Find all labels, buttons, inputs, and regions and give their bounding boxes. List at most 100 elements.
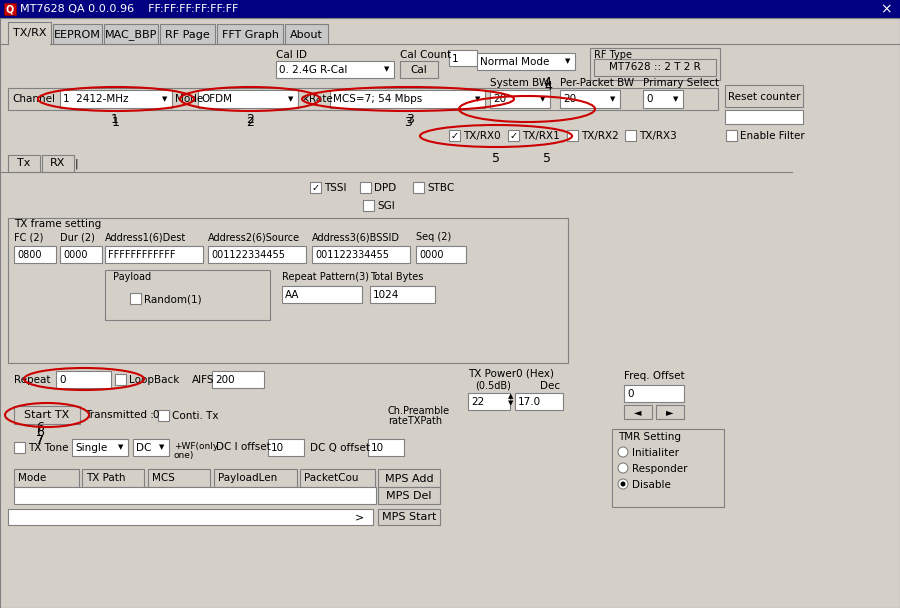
- Text: ▼: ▼: [673, 96, 679, 102]
- Text: Conti. Tx: Conti. Tx: [172, 411, 219, 421]
- Bar: [105, 246, 203, 263]
- Text: 001122334455: 001122334455: [315, 250, 389, 260]
- Text: ✓: ✓: [450, 131, 459, 140]
- Text: Tx: Tx: [17, 159, 31, 168]
- Text: Random(1): Random(1): [144, 294, 202, 304]
- Text: 17.0: 17.0: [518, 397, 541, 407]
- Bar: [643, 90, 683, 108]
- Text: Single: Single: [75, 443, 107, 453]
- Text: Freq. Offset: Freq. Offset: [624, 371, 685, 381]
- Bar: [4, 3, 16, 15]
- Text: DC I offset: DC I offset: [216, 443, 271, 452]
- Text: Address2(6)Source: Address2(6)Source: [208, 232, 300, 242]
- Circle shape: [618, 463, 628, 473]
- Text: 0000: 0000: [63, 250, 87, 260]
- Text: OFDM: OFDM: [201, 94, 232, 105]
- Text: ◄: ◄: [634, 407, 642, 418]
- Text: ▼: ▼: [162, 96, 167, 102]
- Text: RF Type: RF Type: [594, 50, 632, 60]
- Text: 0000: 0000: [419, 250, 444, 260]
- Text: PayloadLen: PayloadLen: [218, 473, 277, 483]
- Text: Repeat Pattern(3): Repeat Pattern(3): [282, 272, 369, 282]
- Text: 4: 4: [544, 80, 552, 93]
- Text: TX Tone: TX Tone: [28, 443, 68, 453]
- Text: TX/RX: TX/RX: [13, 28, 46, 38]
- Text: Payload: Payload: [113, 272, 151, 282]
- Bar: [363, 200, 374, 211]
- Text: >: >: [355, 512, 365, 522]
- Text: Address1(6)Dest: Address1(6)Dest: [105, 232, 186, 242]
- Text: (0.5dB): (0.5dB): [475, 381, 511, 391]
- Bar: [612, 429, 724, 507]
- Bar: [8, 22, 51, 44]
- Text: 0: 0: [59, 375, 66, 385]
- Text: RF Page: RF Page: [166, 30, 210, 40]
- Text: TX/RX1: TX/RX1: [522, 131, 560, 141]
- Text: ✓: ✓: [509, 131, 518, 140]
- Bar: [477, 53, 575, 70]
- Bar: [148, 469, 210, 487]
- Text: ▼: ▼: [508, 400, 514, 406]
- Text: 200: 200: [215, 375, 235, 385]
- Text: TX/RX0: TX/RX0: [463, 131, 500, 141]
- Text: MT7628 QA 0.0.0.96    FF:FF:FF:FF:FF:FF: MT7628 QA 0.0.0.96 FF:FF:FF:FF:FF:FF: [20, 4, 238, 14]
- Text: 10: 10: [271, 443, 284, 453]
- Text: rateTXPath: rateTXPath: [388, 416, 442, 426]
- Bar: [198, 90, 298, 108]
- Text: ▼: ▼: [565, 58, 571, 64]
- Bar: [42, 155, 74, 172]
- Bar: [285, 24, 328, 44]
- Bar: [14, 406, 80, 424]
- Text: 7: 7: [36, 434, 44, 447]
- Bar: [282, 286, 362, 303]
- Bar: [567, 130, 578, 141]
- Text: 22: 22: [471, 397, 484, 407]
- Bar: [82, 469, 144, 487]
- Bar: [330, 90, 485, 108]
- Text: Primary Select: Primary Select: [643, 78, 719, 88]
- Text: FFFFFFFFFFFF: FFFFFFFFFFFF: [108, 250, 176, 260]
- Bar: [104, 24, 158, 44]
- Bar: [400, 61, 438, 78]
- Bar: [310, 182, 321, 193]
- Bar: [8, 218, 568, 363]
- Bar: [14, 487, 376, 504]
- Text: ▲: ▲: [508, 393, 514, 399]
- Bar: [560, 90, 620, 108]
- Circle shape: [618, 447, 628, 457]
- Text: Dec: Dec: [540, 381, 560, 391]
- Text: AIFS: AIFS: [192, 375, 214, 385]
- Text: DC Q offset: DC Q offset: [310, 443, 370, 452]
- Bar: [268, 439, 304, 456]
- Text: AA: AA: [285, 290, 300, 300]
- Text: +WF(only: +WF(only: [174, 442, 218, 451]
- Text: 2: 2: [246, 113, 254, 126]
- Text: 6: 6: [36, 421, 44, 434]
- Text: 10: 10: [371, 443, 384, 453]
- Bar: [416, 246, 466, 263]
- Text: 3: 3: [404, 116, 412, 129]
- Bar: [56, 371, 111, 388]
- Bar: [656, 405, 684, 419]
- Text: RX: RX: [50, 159, 66, 168]
- Text: TMR Setting: TMR Setting: [618, 432, 681, 442]
- Text: TX/RX3: TX/RX3: [639, 131, 677, 141]
- Bar: [14, 246, 56, 263]
- Bar: [160, 24, 215, 44]
- Text: FFT Graph: FFT Graph: [221, 30, 279, 40]
- Bar: [594, 59, 716, 76]
- Text: ▼: ▼: [288, 96, 293, 102]
- Bar: [726, 130, 737, 141]
- Text: Responder: Responder: [632, 463, 688, 474]
- Text: Repeat: Repeat: [14, 375, 50, 385]
- Text: 0800: 0800: [17, 250, 41, 260]
- Bar: [413, 182, 424, 193]
- Text: MPS Add: MPS Add: [384, 474, 433, 483]
- Bar: [53, 24, 102, 44]
- Text: Enable Filter: Enable Filter: [740, 131, 805, 141]
- Bar: [725, 85, 803, 107]
- Text: 1: 1: [111, 113, 119, 126]
- Text: 3: 3: [406, 113, 414, 126]
- Text: Cal: Cal: [410, 65, 428, 75]
- Bar: [8, 155, 40, 172]
